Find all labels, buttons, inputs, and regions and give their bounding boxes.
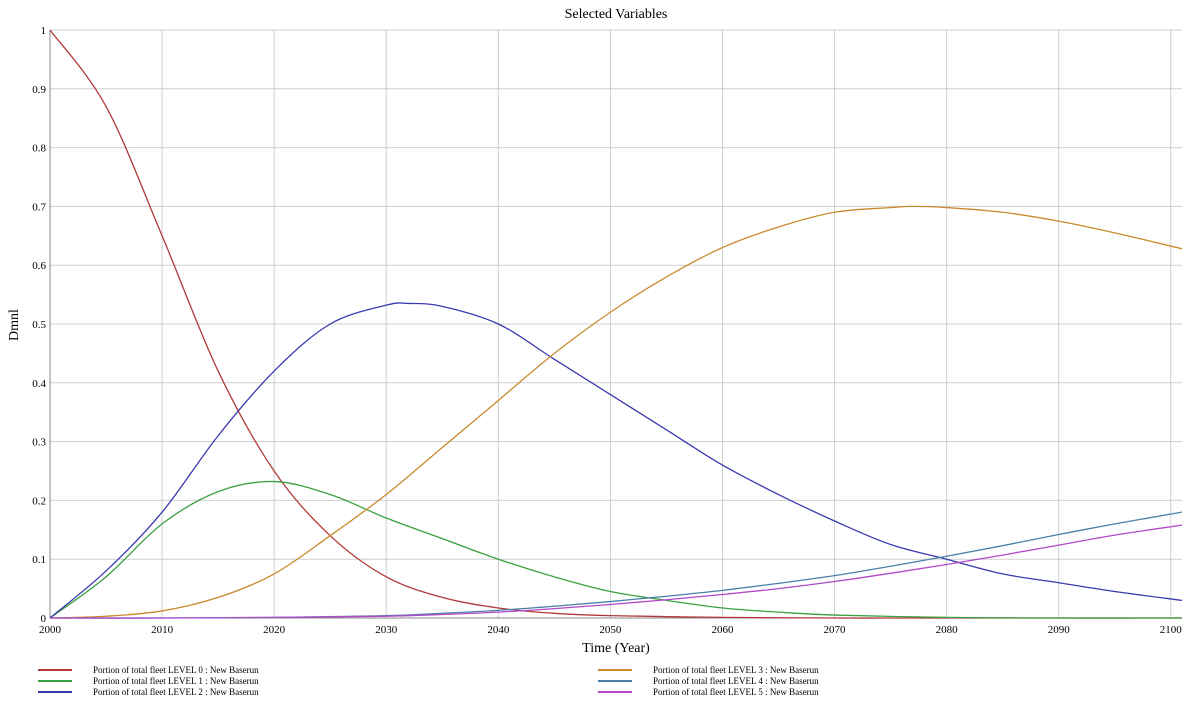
series-line-level-4 — [49, 511, 1183, 619]
legend-label-level-2: Portion of total fleet LEVEL 2 : New Bas… — [93, 687, 259, 697]
legend-label-level-4: Portion of total fleet LEVEL 4 : New Bas… — [653, 676, 819, 686]
legend-label-level-5: Portion of total fleet LEVEL 5 : New Bas… — [653, 687, 819, 697]
grid-layer — [49, 29, 1182, 619]
x-tick-label: 2070 — [824, 624, 847, 636]
y-tick-label: 0.8 — [32, 143, 46, 155]
y-tick-label: 0 — [41, 613, 47, 625]
series-line-level-3 — [49, 205, 1183, 619]
x-tick-label: 2030 — [375, 624, 398, 636]
y-tick-label: 0.9 — [32, 84, 46, 96]
legend-label-level-0: Portion of total fleet LEVEL 0 : New Bas… — [93, 665, 259, 675]
tick-layer: 2000 2010 2020 2030 2040 2050 2060 2070 2080 2090… — [32, 25, 1182, 636]
x-tick-label: 2050 — [599, 624, 622, 636]
series-line-level-5 — [49, 524, 1183, 619]
x-tick-label: 2000 — [39, 624, 62, 636]
x-tick-label: 2090 — [1048, 624, 1071, 636]
legend-label-level-3: Portion of total fleet LEVEL 3 : New Bas… — [653, 665, 819, 675]
y-tick-label: 0.6 — [32, 260, 46, 272]
x-tick-label: 2040 — [487, 624, 510, 636]
series-line-level-2 — [49, 302, 1183, 619]
y-tick-label: 0.7 — [32, 201, 46, 213]
series-line-level-0 — [49, 29, 1182, 619]
x-tick-label: 2020 — [263, 624, 286, 636]
y-tick-label: 0.1 — [32, 554, 46, 566]
y-axis-label: Dmnl — [7, 309, 22, 341]
legend-label-level-1: Portion of total fleet LEVEL 1 : New Bas… — [93, 676, 259, 686]
x-tick-label: 2100 — [1160, 624, 1183, 636]
series-line-level-1 — [49, 480, 1183, 619]
chart-title: Selected Variables — [565, 7, 668, 22]
x-tick-label: 2010 — [151, 624, 174, 636]
y-tick-label: 1 — [41, 25, 47, 37]
x-axis-label: Time (Year) — [582, 641, 650, 656]
legend: Portion of total fleet LEVEL 0 : New Bas… — [38, 665, 819, 697]
y-tick-label: 0.3 — [32, 437, 46, 449]
y-tick-label: 0.5 — [32, 319, 46, 331]
y-tick-label: 0.4 — [32, 378, 46, 390]
x-tick-label: 2080 — [936, 624, 959, 636]
x-tick-label: 2060 — [711, 624, 734, 636]
series-layer — [49, 29, 1183, 619]
y-tick-label: 0.2 — [32, 495, 46, 507]
